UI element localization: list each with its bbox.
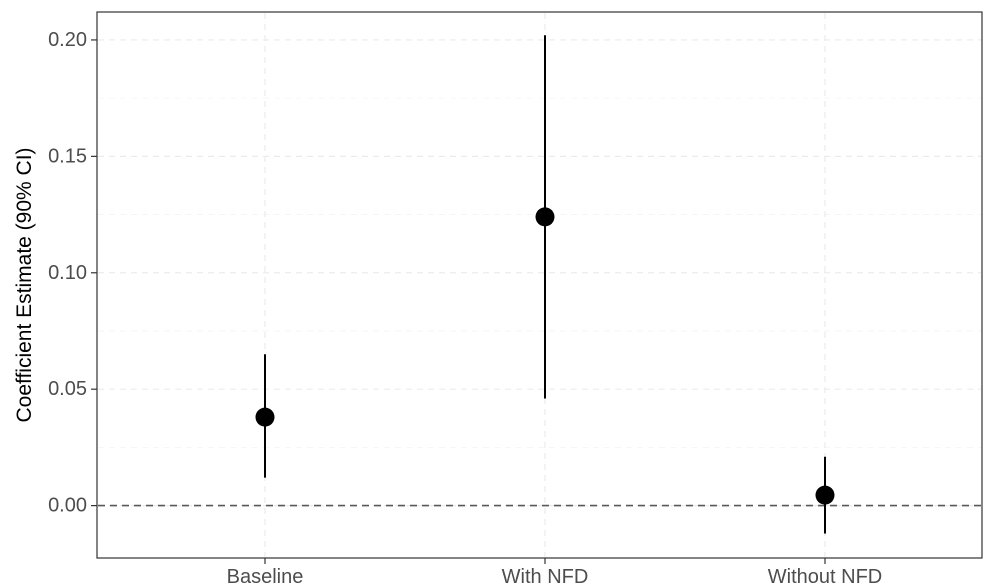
data-layer [255, 35, 835, 534]
point-estimate [255, 407, 275, 427]
x-tick-label: Without NFD [768, 566, 882, 588]
y-tick-label: 0.20 [48, 29, 87, 51]
axes: 0.00 0.05 0.10 0.15 0.20 Baseline With NFD With… [48, 29, 882, 588]
y-tick-label: 0.15 [48, 145, 87, 167]
point-estimate [815, 485, 835, 505]
y-tick-label: 0.05 [48, 378, 87, 400]
x-tick-label: With NFD [502, 566, 589, 588]
y-tick-label: 0.10 [48, 262, 87, 284]
grid [98, 13, 981, 557]
y-tick-label: 0.00 [48, 495, 87, 517]
point-estimate [535, 207, 555, 227]
panel-border [96, 11, 983, 559]
x-tick-label: Baseline [227, 566, 304, 588]
y-axis-title: Coefficient Estimate (90% CI) [13, 147, 36, 422]
